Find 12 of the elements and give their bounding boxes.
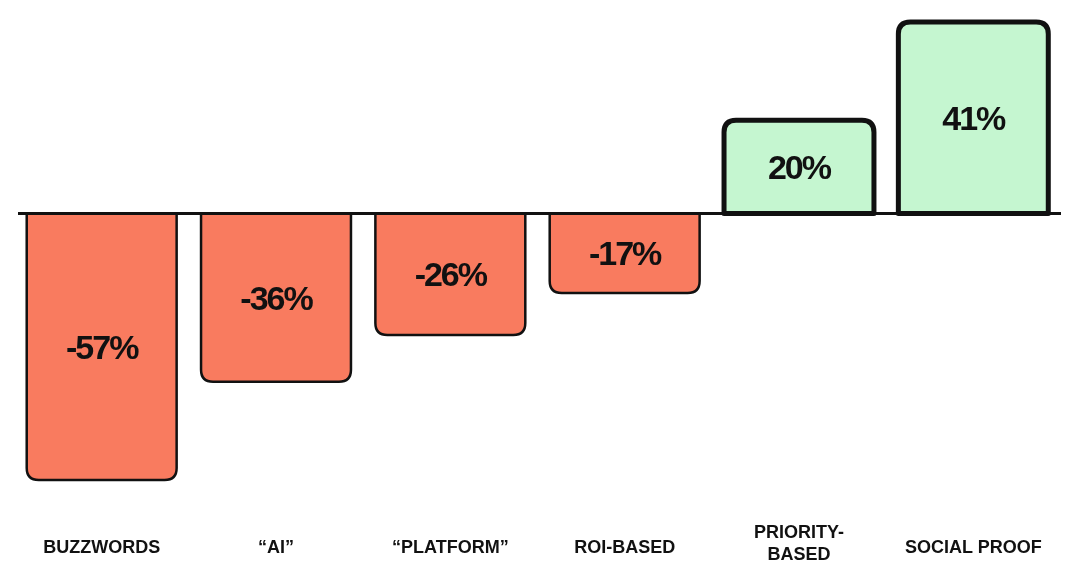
x-tick-label: BUZZWORDS bbox=[43, 537, 161, 557]
data-label: 20% bbox=[767, 147, 832, 186]
data-label: -57% bbox=[65, 327, 140, 366]
x-tick-label: ROI-BASED bbox=[574, 537, 676, 557]
x-tick-label: PRIORITY-BASED bbox=[753, 522, 844, 564]
x-tick-label: “PLATFORM” bbox=[392, 537, 509, 557]
x-tick-label: SOCIAL PROOF bbox=[904, 537, 1042, 557]
data-label: 41% bbox=[942, 98, 1007, 137]
data-label: -26% bbox=[414, 255, 488, 294]
data-label: -17% bbox=[588, 234, 663, 273]
data-label: -36% bbox=[240, 278, 314, 317]
x-tick-label: “AI” bbox=[258, 537, 295, 557]
